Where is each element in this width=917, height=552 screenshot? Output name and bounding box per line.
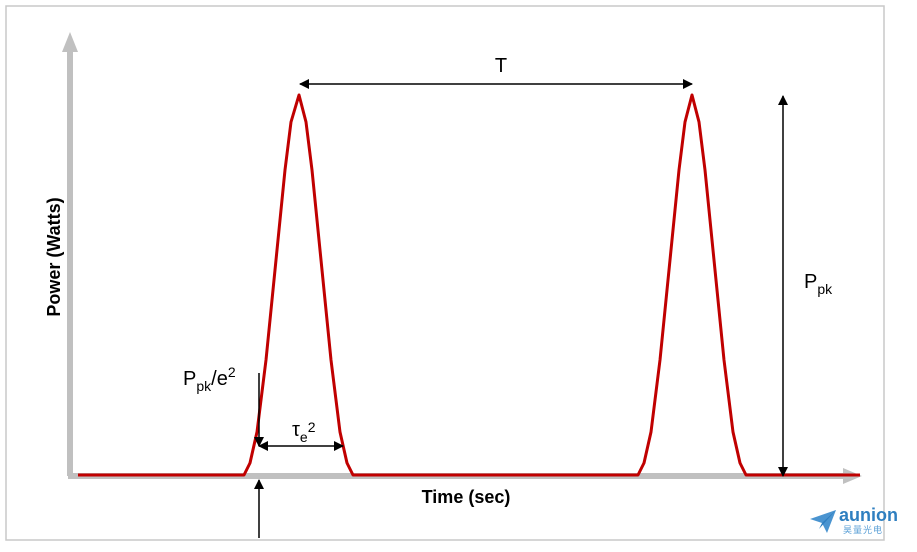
diagram-frame (5, 5, 885, 541)
pulse-width-base: τ (292, 419, 300, 441)
threshold-base: P (183, 368, 196, 390)
pulse-train (78, 93, 860, 477)
peak-power-label: Ppk (804, 271, 833, 297)
peak-power-base: P (804, 271, 817, 293)
logo-name: aunion (839, 505, 898, 525)
y-axis-arrowhead (62, 32, 78, 52)
threshold-sup: 2 (228, 364, 236, 380)
y-axis-title: Power (Watts) (44, 197, 64, 316)
logo-tagline: 昊量光电 (843, 526, 884, 536)
period-label: T (495, 55, 507, 77)
pulse-width-sub: e (300, 429, 308, 445)
threshold-label: Ppk/e2 (183, 364, 236, 394)
brand-logo: aunion 昊量光电 (809, 505, 909, 539)
pulse-width-label: τe2 (292, 419, 316, 445)
x-axis-title: Time (sec) (422, 487, 511, 507)
pulse-width-sup: 2 (308, 419, 316, 435)
paper-plane-icon (810, 510, 836, 533)
peak-power-sub: pk (817, 281, 833, 297)
threshold-tail: /e (211, 368, 228, 390)
threshold-sub: pk (196, 378, 212, 394)
